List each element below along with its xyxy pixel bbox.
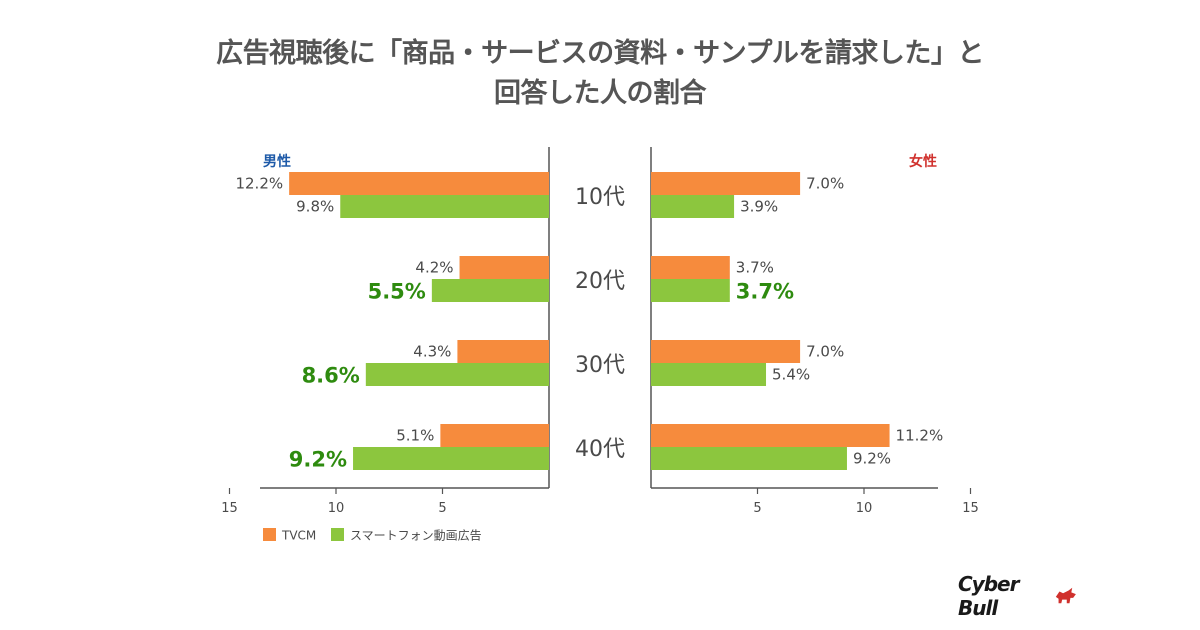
legend-label: TVCM bbox=[281, 529, 316, 543]
category-label: 40代 bbox=[575, 437, 625, 462]
bar-left-tvcm-0 bbox=[289, 172, 549, 195]
legend-label: スマートフォン動画広告 bbox=[350, 529, 482, 543]
bar-left-smartphone-0 bbox=[340, 195, 549, 218]
panel-label-female: 女性 bbox=[909, 153, 937, 170]
chart-title-line1: 広告視聴後に「商品・サービスの資料・サンプルを請求した」と bbox=[216, 38, 984, 69]
logo-text: Cyber Bull bbox=[958, 572, 1019, 620]
bar-right-smartphone-2 bbox=[651, 363, 767, 386]
x-tick-label: 5 bbox=[438, 501, 446, 516]
legend-swatch-smartphone bbox=[331, 528, 344, 541]
data-label: 11.2% bbox=[896, 427, 944, 445]
data-label: 7.0% bbox=[806, 175, 844, 193]
data-label: 5.1% bbox=[396, 427, 434, 445]
x-tick-label: 15 bbox=[221, 501, 238, 516]
bar-right-tvcm-2 bbox=[651, 340, 801, 363]
category-label: 10代 bbox=[575, 185, 625, 210]
bar-right-smartphone-0 bbox=[651, 195, 735, 218]
category-label: 20代 bbox=[575, 269, 625, 294]
data-label: 9.2% bbox=[853, 450, 891, 468]
data-label: 9.2% bbox=[289, 448, 347, 472]
category-label: 30代 bbox=[575, 353, 625, 378]
data-label: 12.2% bbox=[235, 175, 283, 193]
x-tick-label: 5 bbox=[753, 501, 761, 516]
bar-right-tvcm-3 bbox=[651, 424, 890, 447]
data-label: 8.6% bbox=[302, 364, 360, 388]
x-tick-label: 10 bbox=[856, 501, 873, 516]
data-label: 4.2% bbox=[415, 259, 453, 277]
bar-right-smartphone-3 bbox=[651, 447, 847, 470]
data-label: 3.7% bbox=[736, 259, 774, 277]
bar-right-tvcm-1 bbox=[651, 256, 730, 279]
cyberbull-logo: Cyber Bull bbox=[958, 572, 1078, 620]
legend-swatch-tvcm bbox=[263, 528, 276, 541]
bar-left-smartphone-3 bbox=[353, 447, 549, 470]
chart-title: 広告視聴後に「商品・サービスの資料・サンプルを請求した」と 回答した人の割合 bbox=[0, 34, 1200, 114]
data-label: 5.4% bbox=[772, 366, 810, 384]
x-tick-label: 10 bbox=[328, 501, 345, 516]
data-label: 3.9% bbox=[740, 198, 778, 216]
data-label: 4.3% bbox=[413, 343, 451, 361]
data-label: 5.5% bbox=[368, 280, 426, 304]
x-tick-label: 15 bbox=[962, 501, 979, 516]
data-label: 3.7% bbox=[736, 280, 794, 304]
panel-label-male: 男性 bbox=[263, 153, 291, 170]
bar-left-smartphone-1 bbox=[431, 279, 549, 302]
chart-title-line2: 回答した人の割合 bbox=[494, 78, 707, 109]
bar-left-tvcm-3 bbox=[440, 424, 549, 447]
bar-left-tvcm-2 bbox=[457, 340, 549, 363]
data-label: 9.8% bbox=[296, 198, 334, 216]
bar-right-tvcm-0 bbox=[651, 172, 801, 195]
bull-icon bbox=[1056, 587, 1077, 604]
bar-left-smartphone-2 bbox=[365, 363, 549, 386]
bar-right-smartphone-1 bbox=[651, 279, 730, 302]
data-label: 7.0% bbox=[806, 343, 844, 361]
bar-left-tvcm-1 bbox=[459, 256, 549, 279]
